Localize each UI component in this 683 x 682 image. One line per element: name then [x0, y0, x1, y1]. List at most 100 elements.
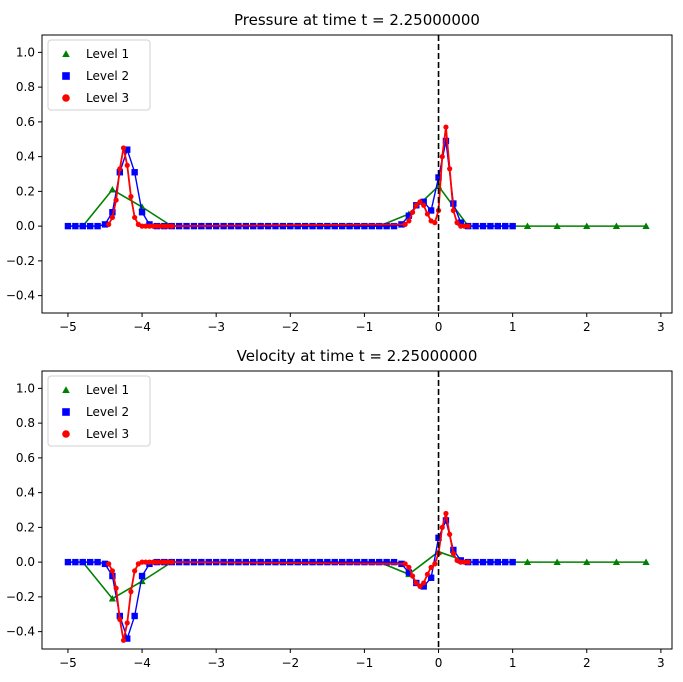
pressure-point-level-3 [165, 223, 171, 229]
velocity-point-level-2 [324, 558, 331, 566]
pressure-point-level-3 [106, 221, 112, 227]
pressure-legend-marker-level-3 [62, 94, 70, 102]
pressure-point-level-3 [113, 197, 119, 203]
pressure-point-level-1 [523, 222, 532, 230]
pressure-legend-marker-level-2 [62, 72, 70, 80]
pressure-y-tick-label: −0.2 [6, 254, 35, 268]
pressure-point-level-2 [472, 222, 479, 230]
velocity-y-tick-label: 0.0 [16, 555, 35, 569]
velocity-point-level-2 [101, 560, 109, 568]
pressure-point-level-1 [642, 222, 650, 230]
pressure-point-level-2 [64, 222, 72, 230]
velocity-point-level-3 [424, 571, 431, 577]
velocity-point-level-3 [154, 559, 160, 565]
pressure-point-level-3 [443, 124, 449, 130]
pressure-point-level-3 [461, 223, 468, 229]
velocity-point-level-2 [390, 558, 398, 566]
velocity-point-level-2 [346, 558, 353, 566]
velocity-legend-label-level-3: Level 3 [86, 427, 129, 441]
velocity-point-level-3 [443, 510, 449, 517]
velocity-point-level-3 [402, 561, 408, 567]
velocity-x-tick-label: 1 [509, 656, 517, 670]
pressure-point-level-3 [109, 214, 116, 221]
pressure-point-level-1 [612, 222, 621, 230]
velocity-y-tick-label: −0.2 [6, 590, 35, 604]
pressure-point-level-2 [324, 222, 331, 230]
pressure-point-level-3 [454, 220, 460, 226]
pressure-point-level-2 [502, 222, 509, 230]
velocity-legend: Level 1 Level 2 Level 3 [47, 375, 151, 447]
velocity-point-level-3 [161, 559, 167, 565]
velocity-x-tick-label: 0 [435, 656, 443, 670]
velocity-point-level-1 [108, 595, 117, 602]
pressure-point-level-3 [157, 223, 164, 229]
pressure-legend-label-level-1: Level 1 [86, 47, 129, 61]
pressure-point-level-2 [479, 222, 487, 230]
velocity-point-level-2 [494, 558, 502, 566]
velocity-point-level-2 [79, 558, 86, 566]
pressure-point-level-3 [458, 223, 464, 229]
pressure-point-level-2 [109, 209, 116, 216]
velocity-y-tick-label: 0.4 [16, 486, 35, 500]
velocity-point-level-2 [420, 583, 427, 590]
pressure-point-level-3 [139, 223, 145, 229]
velocity-y-tick-label: 0.8 [16, 416, 35, 430]
velocity-point-level-1 [523, 558, 532, 566]
pressure-point-level-2 [124, 146, 131, 153]
pressure-point-level-2 [435, 174, 442, 181]
velocity-y-tick-label: 1.0 [16, 381, 35, 395]
velocity-series-line-level-3 [107, 513, 469, 641]
velocity-point-level-3 [106, 561, 112, 567]
pressure-series-line-level-1 [82, 184, 647, 227]
velocity-point-level-2 [124, 635, 131, 642]
velocity-point-level-3 [117, 616, 123, 623]
velocity-subplot: Velocity at time t = 2.25000000 −5 −4 −3 −2… [6, 347, 673, 670]
velocity-point-level-1 [583, 558, 591, 566]
pressure-legend-box [47, 39, 151, 111]
velocity-point-level-3 [169, 559, 175, 565]
velocity-point-level-2 [383, 558, 390, 566]
pressure-point-level-3 [120, 145, 127, 151]
pressure-y-tick-label: 1.0 [16, 45, 35, 59]
pressure-point-level-2 [390, 222, 398, 230]
pressure-point-level-2 [427, 207, 435, 214]
velocity-point-level-2 [294, 558, 301, 566]
velocity-point-level-3 [128, 589, 134, 595]
pressure-point-level-1 [553, 222, 561, 230]
velocity-point-level-2 [72, 558, 79, 566]
pressure-point-level-3 [409, 209, 416, 215]
velocity-point-level-3 [113, 585, 119, 591]
velocity-point-level-2 [301, 558, 309, 566]
velocity-point-level-3 [109, 568, 116, 574]
velocity-point-level-3 [447, 531, 453, 537]
velocity-point-level-3 [132, 568, 138, 574]
velocity-point-level-3 [439, 524, 445, 530]
velocity-point-level-3 [409, 573, 416, 579]
pressure-point-level-2 [331, 222, 338, 230]
pressure-point-level-3 [406, 218, 412, 224]
pressure-point-level-2 [94, 222, 101, 230]
velocity-point-level-2 [331, 558, 338, 566]
velocity-point-level-3 [150, 559, 156, 565]
velocity-legend-box [47, 375, 151, 447]
pressure-subplot: Pressure at time t = 2.25000000 −5 −4 −3 −2… [6, 11, 673, 334]
velocity-y-tick-label: −0.4 [6, 625, 35, 639]
velocity-point-level-3 [143, 559, 149, 565]
velocity-x-tick-label: −4 [133, 656, 151, 670]
pressure-legend-marker-level-1 [62, 50, 70, 58]
velocity-point-level-2 [64, 558, 72, 566]
velocity-series-line-level-1 [82, 550, 647, 600]
velocity-point-level-3 [461, 559, 468, 565]
pressure-point-level-3 [432, 220, 438, 226]
velocity-series-markers-level-3 [106, 510, 471, 643]
velocity-point-level-2 [353, 558, 361, 566]
velocity-legend-label-level-2: Level 2 [86, 405, 129, 419]
velocity-x-tick-label: 2 [583, 656, 591, 670]
velocity-point-level-2 [131, 612, 138, 620]
velocity-legend-marker-level-3 [62, 430, 70, 438]
velocity-point-level-3 [465, 559, 471, 565]
pressure-point-level-2 [131, 169, 138, 176]
velocity-point-level-2 [487, 558, 494, 566]
velocity-point-level-1 [553, 558, 561, 566]
pressure-legend-label-level-2: Level 2 [86, 69, 129, 83]
